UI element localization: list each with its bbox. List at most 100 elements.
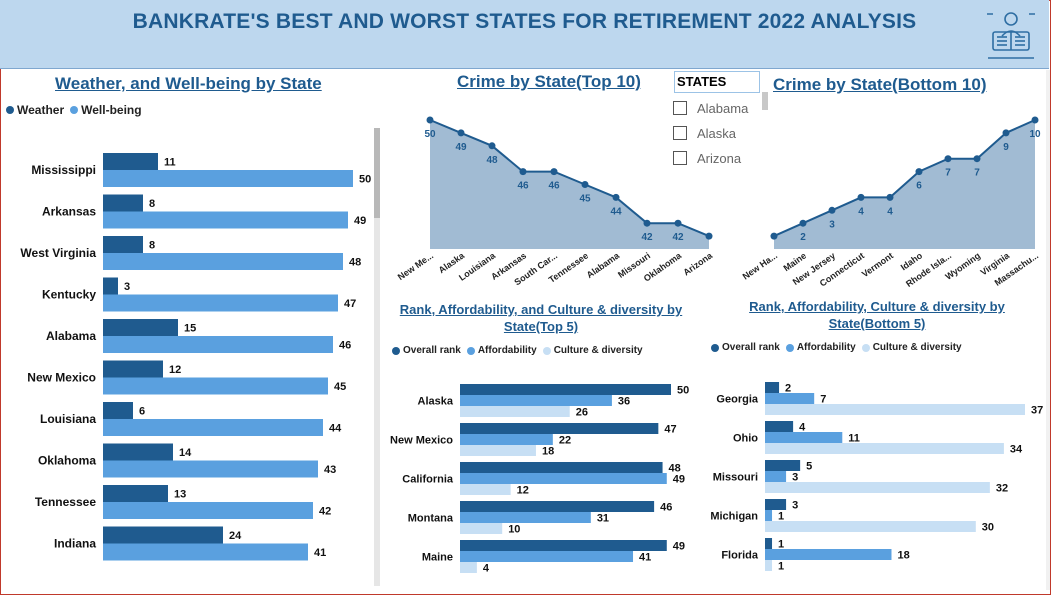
category-label-mississippi: Mississippi [31,163,96,177]
bar-weather-alabama [103,319,178,336]
page-scrollbar[interactable] [1046,70,1050,590]
data-label-well-being-alabama: 46 [339,340,351,352]
data-label-weather-arkansas: 8 [149,198,155,210]
point-alabama [612,193,620,201]
bar-weather-kentucky [103,277,118,295]
bar-affordability-new-mexico [460,434,553,445]
slicer-item-arizona[interactable]: Arizona [673,149,741,167]
bar-culture-diversity-maine [460,562,477,573]
data-label-culture-diversity-california: 12 [517,485,529,497]
category-label-new-mexico: New Mexico [390,435,453,447]
data-label-well-being-kentucky: 47 [344,298,356,310]
data-label-well-being-arkansas: 49 [354,215,366,227]
data-label-affordability-maine: 41 [639,552,651,564]
point-oklahoma [674,219,682,227]
data-label-connecticut: 4 [858,206,864,217]
bar-affordability-ohio [765,432,843,443]
point-maine [799,219,807,227]
data-label-culture-diversity-maine: 4 [483,563,490,575]
top5-legend: Overall rank Affordability Culture & div… [392,345,649,356]
category-label-new-mexico: New Mexico [27,371,96,385]
bar-affordability-florida [765,549,892,560]
legend-item-weather: Weather [6,103,64,117]
point-vermont [886,193,894,201]
tick-label-vermont: Vermont [860,250,895,279]
slicer-item-alabama[interactable]: Alabama [673,99,748,117]
checkbox[interactable] [673,151,687,165]
data-label-culture-diversity-ohio: 34 [1010,444,1023,456]
data-label-affordability-new-mexico: 22 [559,435,571,447]
bar-well-being-west-virginia [103,253,343,270]
data-label-affordability-montana: 31 [597,513,609,525]
data-label-arkansas: 46 [517,181,529,192]
data-label-idaho: 6 [916,181,922,192]
point-new-jersey [828,206,836,214]
checkbox[interactable] [673,126,687,140]
top5-chart-title: Rank, Affordability, and Culture & diver… [399,302,683,334]
category-label-louisiana: Louisiana [40,412,96,426]
point-connecticut [857,193,865,201]
bottom5-legend: Overall rank Affordability Culture & div… [711,342,968,353]
header-banner: BANKRATE'S BEST AND WORST STATES FOR RET… [0,0,1049,69]
data-label-overall-rank-california: 48 [669,463,681,475]
legend-item-well-being: Well-being [70,103,142,117]
data-label-new-me: 50 [424,129,436,140]
data-label-rhode-isla: 7 [945,168,951,179]
bar-culture-diversity-california [460,484,511,495]
data-label-south-car: 46 [548,181,560,192]
data-label-weather-new-mexico: 12 [169,364,181,376]
data-label-weather-alabama: 15 [184,323,196,335]
data-label-weather-indiana: 24 [229,530,242,542]
crime-top-chart-title: Crime by State(Top 10) [457,72,641,91]
data-label-maine: 2 [800,232,806,243]
data-label-weather-west-virginia: 8 [149,240,155,252]
data-label-louisiana: 48 [486,155,498,166]
slicer-scrollbar[interactable] [762,92,768,110]
point-virginia [1002,129,1010,137]
data-label-culture-diversity-alaska: 26 [576,407,588,419]
tick-label-alabama: Alabama [585,250,622,280]
bar-culture-diversity-georgia [765,404,1025,415]
data-label-overall-rank-georgia: 2 [785,383,791,395]
bar-well-being-indiana [103,543,308,561]
legend-item-culture: Culture & diversity [542,345,643,356]
bar-well-being-tennessee [103,502,313,519]
tick-label-new-ha: New Ha... [741,250,780,281]
states-slicer[interactable]: STATES Alabama Alaska Arizona [670,68,770,178]
data-label-weather-louisiana: 6 [139,406,145,418]
data-label-well-being-west-virginia: 48 [349,257,361,269]
weather-scrollbar-thumb[interactable] [374,128,380,218]
data-label-missouri: 42 [641,232,653,243]
category-label-florida: Florida [721,550,759,562]
category-label-kentucky: Kentucky [42,288,96,302]
bar-affordability-georgia [765,393,815,404]
bar-weather-louisiana [103,402,133,419]
data-label-virginia: 9 [1003,142,1009,153]
category-label-indiana: Indiana [54,537,96,551]
bar-weather-oklahoma [103,443,173,461]
data-label-culture-diversity-florida: 1 [778,561,784,573]
weather-scrollbar-track[interactable] [374,128,380,586]
slicer-item-alaska[interactable]: Alaska [673,124,736,142]
legend-item-overall-rank: Overall rank [392,345,461,356]
data-label-weather-oklahoma: 14 [179,447,192,459]
bar-well-being-kentucky [103,294,338,312]
data-label-well-being-new-mexico: 45 [334,381,346,393]
weather-legend: Weather Well-being [6,103,148,117]
top5-bar-chart: Alaska 50 36 26 New Mexico 47 22 18 California 48… [390,384,689,575]
bar-weather-new-mexico [103,360,163,378]
weather-wellbeing-chart: Mississippi 11 50 Arkansas 8 49 West Virginia 8… [20,153,371,561]
data-label-massachu: 10 [1029,129,1041,140]
data-label-alaska: 49 [455,142,467,153]
series-line [773,119,1036,238]
data-label-overall-rank-new-mexico: 47 [664,424,676,436]
bar-culture-diversity-montana [460,523,503,534]
checkbox[interactable] [673,101,687,115]
data-label-overall-rank-ohio: 4 [799,422,806,434]
bar-weather-west-virginia [103,236,143,253]
bar-weather-mississippi [103,153,158,170]
data-label-well-being-mississippi: 50 [359,174,371,186]
weather-chart-title: Weather, and Well-being by State [55,74,322,93]
legend-item-affordability: Affordability [785,342,856,353]
